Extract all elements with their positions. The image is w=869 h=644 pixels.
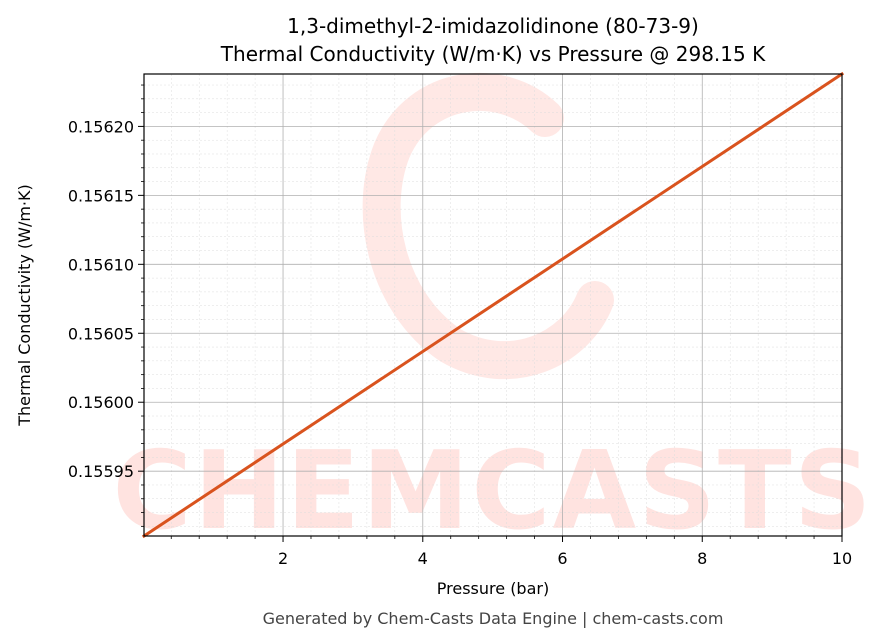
y-tick-label: 0.15615 — [68, 186, 134, 205]
y-tick-label: 0.15595 — [68, 462, 134, 481]
watermark-swirl — [362, 72, 614, 380]
y-tick-label: 0.15600 — [68, 393, 134, 412]
x-tick-label: 8 — [697, 549, 707, 568]
series-layer — [141, 71, 845, 539]
watermark: CHEMCASTS — [113, 72, 869, 554]
x-tick-label: 4 — [418, 549, 428, 568]
y-axis-label: Thermal Conductivity (W/m·K) — [15, 184, 34, 427]
footer-text: Generated by Chem-Casts Data Engine | ch… — [263, 609, 724, 628]
y-tick-label: 0.15605 — [68, 324, 134, 343]
watermark-text: CHEMCASTS — [113, 429, 869, 554]
minor-gridlines — [144, 74, 842, 536]
x-tick-label: 10 — [832, 549, 852, 568]
y-axis-ticks: 0.15595 0.15600 0.15605 0.15610 0.15615 0.156… — [68, 84, 144, 527]
x-tick-label: 2 — [278, 549, 288, 568]
x-axis-label: Pressure (bar) — [437, 579, 549, 598]
y-tick-label: 0.15620 — [68, 117, 134, 136]
plot-frame — [143, 73, 843, 537]
y-tick-label: 0.15610 — [68, 255, 134, 274]
chart-title: 1,3-dimethyl-2-imidazolidinone (80-73-9) — [287, 14, 699, 38]
series-line — [141, 71, 845, 539]
x-tick-label: 6 — [557, 549, 567, 568]
chart-subtitle: Thermal Conductivity (W/m·K) vs Pressure… — [220, 42, 766, 66]
x-axis-ticks: 2 4 6 8 10 — [170, 536, 852, 568]
